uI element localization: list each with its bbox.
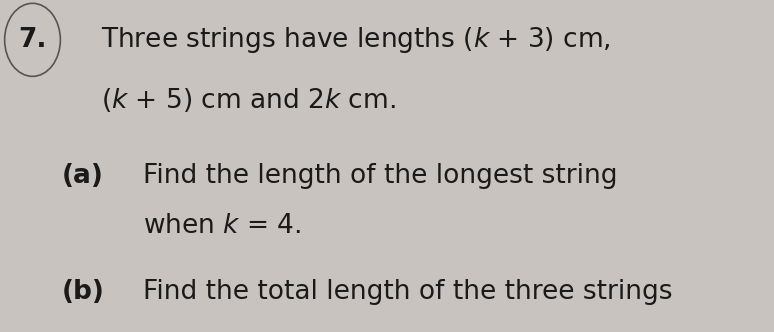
- Text: Find the total length of the three strings: Find the total length of the three strin…: [143, 279, 673, 305]
- Text: (b): (b): [62, 279, 104, 305]
- Text: Three strings have lengths ($k$ + 3) cm,: Three strings have lengths ($k$ + 3) cm,: [101, 25, 611, 55]
- Text: (a): (a): [62, 163, 104, 189]
- Text: Find the length of the longest string: Find the length of the longest string: [143, 163, 618, 189]
- Text: when $k$ = 4.: when $k$ = 4.: [143, 213, 301, 239]
- Text: 7.: 7.: [19, 27, 46, 53]
- Text: ($k$ + 5) cm and 2$k$ cm.: ($k$ + 5) cm and 2$k$ cm.: [101, 86, 396, 114]
